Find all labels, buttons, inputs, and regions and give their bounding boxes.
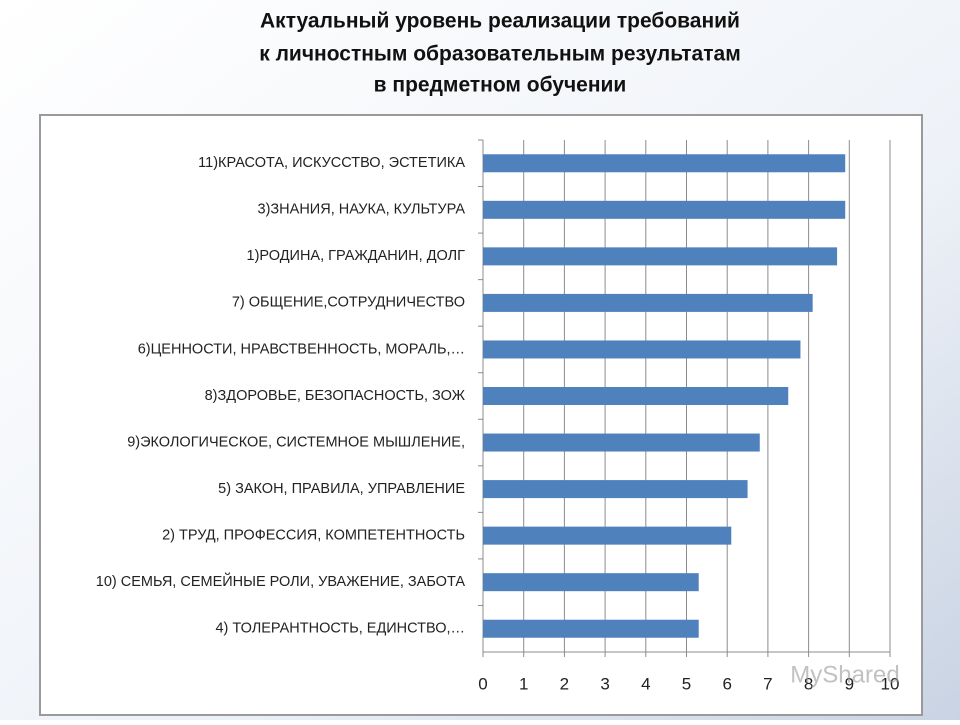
y-tick-label: 6)ЦЕННОСТИ, НРАВСТВЕННОСТЬ, МОРАЛЬ,… <box>138 341 465 357</box>
y-tick-label: 8)ЗДОРОВЬЕ, БЕЗОПАСНОСТЬ, ЗОЖ <box>205 388 466 404</box>
y-tick-label: 11)КРАСОТА, ИСКУССТВО, ЭСТЕТИКА <box>198 155 465 171</box>
x-tick-label: 0 <box>478 674 487 693</box>
bar <box>483 293 813 312</box>
x-tick-label: 8 <box>804 674 813 693</box>
x-tick-label: 5 <box>682 674 691 693</box>
x-tick-label: 6 <box>722 674 731 693</box>
x-tick-label: 1 <box>519 674 528 693</box>
bar <box>483 387 789 405</box>
chart-title: в предметном обучении <box>374 74 627 97</box>
y-tick-label: 5) ЗАКОН, ПРАВИЛА, УПРАВЛЕНИЕ <box>218 481 465 497</box>
y-tick-label: 2) ТРУД, ПРОФЕССИЯ, КОМПЕТЕНТНОСТЬ <box>162 527 465 543</box>
x-tick-label: 3 <box>600 674 609 693</box>
x-tick-label: 2 <box>560 674 569 693</box>
watermark: MyShared <box>790 661 899 688</box>
bar <box>483 200 846 219</box>
x-tick-label: 9 <box>845 674 854 693</box>
bar <box>483 247 838 266</box>
y-tick-label: 7) ОБЩЕНИЕ,СОТРУДНИЧЕСТВО <box>232 295 465 311</box>
x-tick-label: 7 <box>763 674 772 693</box>
bar <box>483 573 699 592</box>
y-tick-label: 10) СЕМЬЯ, СЕМЕЙНЫЕ РОЛИ, УВАЖЕНИЕ, ЗАБО… <box>96 572 466 590</box>
bar <box>483 340 801 359</box>
bar <box>483 154 846 173</box>
x-tick-label: 4 <box>641 674 650 693</box>
y-tick-label: 1)РОДИНА, ГРАЖДАНИН, ДОЛГ <box>247 248 466 264</box>
bar <box>483 619 699 638</box>
y-tick-label: 4) ТОЛЕРАНТНОСТЬ, ЕДИНСТВО,… <box>215 621 465 637</box>
bar <box>483 480 748 499</box>
bar <box>483 433 760 452</box>
chart-title: Актуальный уровень реализации требований <box>260 10 740 33</box>
chart-title: к личностным образовательным результатам <box>259 43 740 66</box>
y-tick-label: 3)ЗНАНИЯ, НАУКА, КУЛЬТУРА <box>258 202 466 218</box>
bar <box>483 526 732 545</box>
y-tick-label: 9)ЭКОЛОГИЧЕСКОЕ, СИСТЕМНОЕ МЫШЛЕНИЕ, <box>127 434 465 450</box>
x-tick-label: 10 <box>881 674 900 693</box>
